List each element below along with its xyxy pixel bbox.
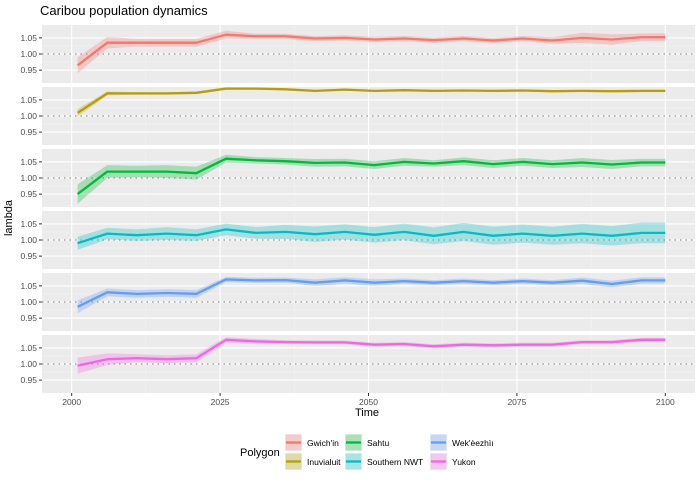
x-axis-label: Time bbox=[355, 407, 379, 419]
y-tick-label: 1.00 bbox=[20, 359, 37, 369]
legend-label: Wek'èezhìı bbox=[452, 438, 494, 448]
facet-panel: 0.95 1.00 1.05 bbox=[20, 149, 695, 207]
facet-panel: 0.95 1.00 1.05 bbox=[20, 273, 695, 331]
facet-panels: 0.951.001.050.951.001.050.951.001.050.95… bbox=[20, 25, 695, 393]
y-tick-label: 0.95 bbox=[20, 189, 37, 199]
chart-title: Caribou population dynamics bbox=[40, 3, 208, 18]
facet-panel: 0.95 1.00 1.05 bbox=[20, 211, 695, 269]
legend-item: Inuvialuit bbox=[285, 453, 341, 470]
y-tick-label: 1.00 bbox=[20, 173, 37, 183]
series-line bbox=[76, 157, 666, 196]
y-tick-label: 0.95 bbox=[20, 127, 37, 137]
series-ribbon bbox=[77, 276, 666, 314]
y-tick-label: 1.05 bbox=[20, 33, 37, 43]
series-line bbox=[77, 338, 666, 367]
series-line bbox=[77, 228, 666, 245]
series-ribbon bbox=[77, 337, 666, 374]
x-tick-label: 2100 bbox=[656, 397, 675, 407]
legend-label: Southern NWT bbox=[367, 457, 423, 467]
legend-label: Sahtu bbox=[367, 438, 389, 448]
x-axis: 2000 2025 2050 2075 2100 bbox=[62, 393, 675, 407]
legend-item: Gwich'in bbox=[285, 434, 339, 451]
legend-item: Southern NWT bbox=[345, 453, 423, 470]
y-tick-label: 0.95 bbox=[20, 313, 37, 323]
y-tick-label: 1.05 bbox=[20, 219, 37, 229]
series-line bbox=[76, 87, 666, 114]
legend: Gwich'in Inuvialuit Sahtu Southern NWT Wek'è… bbox=[285, 434, 494, 470]
legend-title: Polygon bbox=[240, 447, 280, 459]
y-axis-label: lambda bbox=[3, 199, 15, 236]
y-tick-label: 1.00 bbox=[20, 49, 37, 59]
y-tick-label: 0.95 bbox=[20, 65, 37, 75]
y-tick-label: 1.05 bbox=[20, 281, 37, 291]
legend-item: Wek'èezhìı bbox=[430, 434, 494, 451]
x-tick-label: 2050 bbox=[359, 397, 378, 407]
legend-label: Inuvialuit bbox=[307, 457, 341, 467]
x-tick-label: 2000 bbox=[62, 397, 81, 407]
facet-panel: 0.95 1.00 1.05 bbox=[20, 335, 695, 393]
x-tick-label: 2025 bbox=[211, 397, 230, 407]
y-tick-label: 1.00 bbox=[20, 297, 37, 307]
legend-label: Gwich'in bbox=[307, 438, 339, 448]
y-tick-label: 1.00 bbox=[20, 111, 37, 121]
x-tick-label: 2075 bbox=[507, 397, 526, 407]
y-tick-label: 0.95 bbox=[20, 375, 37, 385]
legend-item: Sahtu bbox=[345, 434, 389, 451]
y-tick-label: 1.05 bbox=[20, 95, 37, 105]
y-tick-label: 1.05 bbox=[20, 343, 37, 353]
y-tick-label: 1.00 bbox=[20, 235, 37, 245]
legend-item: Yukon bbox=[430, 453, 476, 470]
y-tick-label: 1.05 bbox=[20, 157, 37, 167]
facet-panel: 0.95 1.00 1.05 bbox=[20, 87, 695, 145]
series-line bbox=[77, 278, 666, 308]
series-line bbox=[76, 33, 666, 67]
legend-label: Yukon bbox=[452, 457, 476, 467]
facet-panel: 0.95 1.00 1.05 bbox=[20, 25, 695, 83]
y-tick-label: 0.95 bbox=[20, 251, 37, 261]
